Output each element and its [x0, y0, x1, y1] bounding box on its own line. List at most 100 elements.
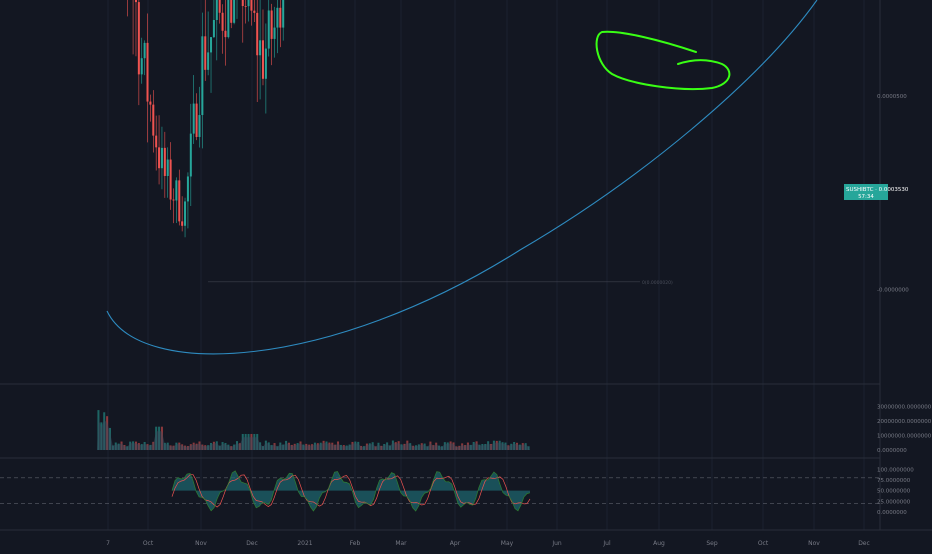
candle-body	[178, 180, 181, 222]
candle-body	[184, 201, 187, 226]
time-tick-label: Jul	[602, 540, 611, 547]
candle-body	[233, 0, 236, 23]
candle-body	[143, 42, 146, 59]
candle-body	[175, 180, 178, 201]
countdown-text: 57:34	[858, 194, 874, 200]
candle-body	[230, 0, 233, 23]
osc-tick-label: 100.0000000	[877, 467, 914, 473]
candle-body	[137, 2, 140, 75]
oscillator-axis[interactable]: 100.0000000 75.0000000 50.0000000 25.000000…	[877, 467, 914, 516]
fibonacci-levels: 1.618(0.0007064)1.414(0.0006100)1(0.0004…	[208, 280, 673, 286]
volume-area	[97, 418, 530, 450]
osc-tick-label: 75.0000000	[877, 478, 911, 484]
candle-body	[241, 0, 244, 6]
candle-body	[160, 147, 163, 169]
price-tick-label: 0.0000500	[877, 94, 907, 100]
time-axis[interactable]: 7 Oct Nov Dec 2021 Feb Mar Apr May Jun Jul Aug Sep Oc…	[106, 540, 870, 547]
volume-tick-label: 10000000.0000000	[877, 433, 932, 439]
candle-body	[207, 52, 210, 70]
candle-body	[172, 199, 175, 201]
candle-body	[250, 0, 253, 11]
candle-body	[210, 37, 213, 53]
volume-tick-label: 30000000.0000000	[877, 404, 932, 410]
volume-tick-label: 0.0000000	[877, 448, 907, 454]
volume-pane	[97, 410, 530, 450]
candle-body	[267, 10, 270, 49]
osc-d-line	[171, 474, 531, 508]
candle-body	[181, 221, 184, 226]
time-tick-label: 7	[106, 540, 110, 547]
time-tick-label: May	[501, 540, 514, 547]
time-tick-label: Dec	[858, 540, 870, 547]
osc-fill	[172, 470, 530, 511]
time-tick-label: 2021	[297, 540, 312, 547]
candle-body	[163, 147, 166, 176]
time-tick-label: Apr	[450, 540, 461, 547]
candle-body	[270, 10, 273, 39]
candle-body	[253, 10, 256, 13]
time-tick-label: Nov	[808, 540, 820, 547]
symbol-price-text: SUSHIBTC · 0.0003530	[846, 187, 909, 193]
price-tick-label: -0.0000000	[877, 288, 909, 294]
candle-body	[227, 0, 230, 38]
candle-body	[192, 103, 195, 134]
oscillator-pane	[0, 470, 880, 512]
candle-body	[146, 42, 149, 102]
candle-body	[244, 5, 247, 7]
candles	[127, 0, 285, 238]
volume-axis[interactable]: 30000000.0000000 20000000.0000000 10000000…	[877, 404, 932, 454]
osc-tick-label: 25.0000000	[877, 499, 911, 505]
candle-body	[224, 30, 227, 38]
candle-body	[279, 7, 282, 28]
candle-body	[247, 0, 250, 7]
curve-line	[106, 0, 818, 355]
osc-tick-label: 50.0000000	[877, 489, 911, 495]
candle-body	[166, 159, 169, 176]
time-tick-label: Aug	[653, 540, 665, 547]
candle-body	[276, 7, 279, 28]
time-tick-label: Jun	[551, 540, 562, 547]
candle-body	[169, 159, 172, 200]
candle-body	[215, 0, 218, 21]
candle-body	[256, 12, 259, 56]
candle-body	[212, 20, 215, 38]
candle-body	[259, 40, 262, 56]
candle-body	[195, 103, 198, 137]
time-tick-label: Sep	[706, 540, 718, 547]
candle-body	[186, 176, 189, 202]
grid	[0, 0, 932, 531]
time-tick-label: Feb	[350, 540, 361, 547]
candle-body	[221, 12, 224, 31]
candle-body	[273, 27, 276, 39]
candle-body	[140, 58, 143, 75]
osc-tick-label: 0.0000000	[877, 510, 907, 516]
last-price-label: SUSHIBTC · 0.0003530 57:34	[844, 184, 909, 200]
candle-body	[282, 0, 285, 28]
osc-k-line	[171, 470, 531, 512]
candle-body	[261, 40, 264, 79]
time-tick-label: Nov	[195, 540, 207, 547]
parabolic-curve	[106, 0, 818, 355]
candle-body	[204, 36, 207, 70]
candle-body	[264, 48, 267, 79]
candle-body	[134, 0, 137, 3]
candle-body	[155, 135, 158, 148]
highlight-stroke	[595, 30, 731, 91]
time-tick-label: Mar	[395, 540, 407, 547]
fib-label: 0(0.0000020)	[642, 280, 673, 286]
time-tick-label: Oct	[758, 540, 769, 547]
candle-body	[158, 147, 161, 169]
time-tick-label: Dec	[246, 540, 258, 547]
candle-body	[149, 101, 152, 105]
candle-body	[189, 133, 192, 177]
time-tick-label: Oct	[143, 540, 154, 547]
candle-body	[218, 0, 221, 13]
price-axis[interactable]: 0.0000500 -0.0000000	[877, 94, 909, 294]
last-price-badge	[844, 184, 888, 200]
candle-body	[152, 104, 155, 136]
candle-body	[201, 36, 204, 116]
volume-tick-label: 20000000.0000000	[877, 419, 932, 425]
candle-body	[198, 115, 201, 137]
